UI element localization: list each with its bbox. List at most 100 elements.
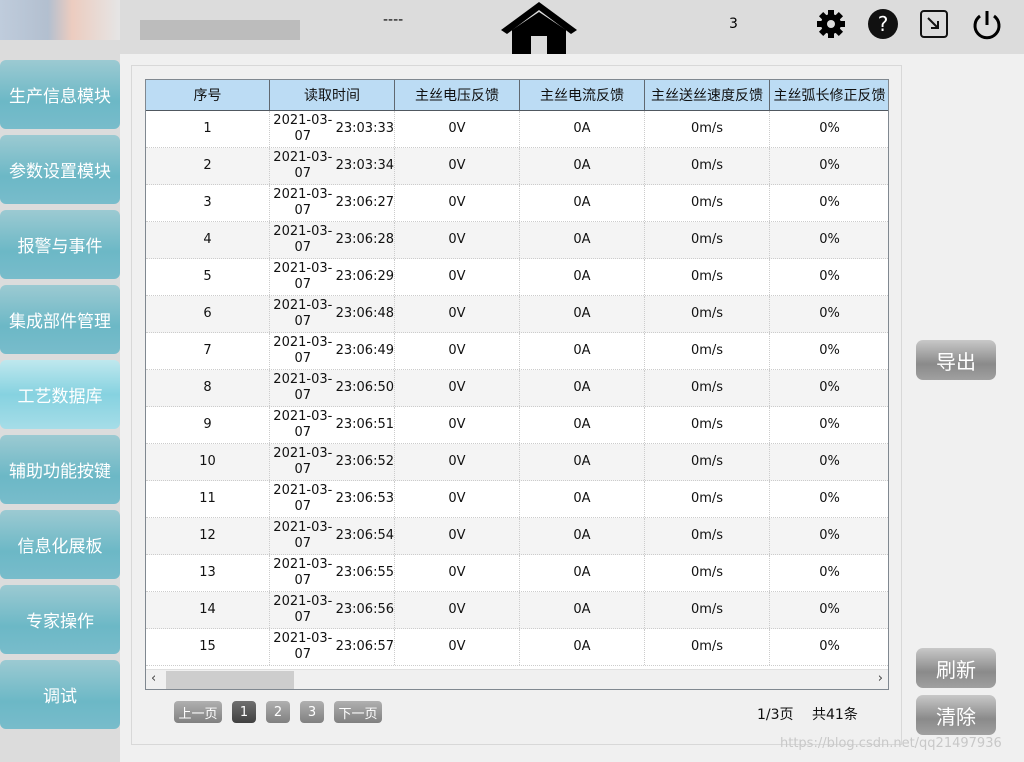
table-row[interactable]: 3 2021-03-07 23:06:27 0V 0A 0m/s 0% xyxy=(146,185,888,222)
logo xyxy=(0,0,120,40)
page-3-button[interactable]: 3 xyxy=(300,701,324,723)
read-time: 2021-03-07 23:06:48 xyxy=(270,296,395,332)
read-time-part: 2021-03-07 xyxy=(273,335,333,366)
sidebar-item-auxiliary-keys[interactable]: 辅助功能按键 xyxy=(0,435,120,504)
column-header[interactable]: 主丝电流反馈 xyxy=(520,80,645,110)
current-cell: 0A xyxy=(520,148,645,184)
total-count: 共41条 xyxy=(812,707,858,723)
table-row[interactable]: 9 2021-03-07 23:06:51 0V 0A 0m/s 0% xyxy=(146,407,888,444)
wire-speed-cell: 0m/s xyxy=(645,629,770,665)
page-info: 1/3页 xyxy=(757,707,794,723)
status-text: ---- xyxy=(383,12,404,28)
column-header[interactable]: 读取时间 xyxy=(270,80,395,110)
column-header[interactable]: 序号 xyxy=(146,80,270,110)
sidebar-item-production-info[interactable]: 生产信息模块 xyxy=(0,60,120,129)
table-header: 序号 读取时间 主丝电压反馈 主丝电流反馈 主丝送丝速度反馈 主丝弧长修正反馈 xyxy=(146,80,888,111)
scroll-right-icon[interactable]: › xyxy=(877,671,883,686)
arc-length-cell: 0% xyxy=(770,333,888,369)
current-cell: 0A xyxy=(520,111,645,147)
table-row[interactable]: 11 2021-03-07 23:06:53 0V 0A 0m/s 0% xyxy=(146,481,888,518)
voltage-cell: 0V xyxy=(395,370,520,406)
minimize-icon[interactable] xyxy=(918,8,950,40)
sidebar-item-expert-operation[interactable]: 专家操作 xyxy=(0,585,120,654)
wire-speed-cell: 0m/s xyxy=(645,481,770,517)
read-time: 2021-03-07 23:06:28 xyxy=(270,222,395,258)
wire-speed-cell: 0m/s xyxy=(645,518,770,554)
read-time-part: 23:06:57 xyxy=(335,639,394,654)
column-header[interactable]: 主丝电压反馈 xyxy=(395,80,520,110)
help-icon[interactable]: ? xyxy=(867,8,899,40)
arc-length-cell: 0% xyxy=(770,222,888,258)
top-bar: ---- 3 ? xyxy=(0,0,1024,54)
table-row[interactable]: 15 2021-03-07 23:06:57 0V 0A 0m/s 0% xyxy=(146,629,888,666)
table-row[interactable]: 10 2021-03-07 23:06:52 0V 0A 0m/s 0% xyxy=(146,444,888,481)
arc-length-cell: 0% xyxy=(770,444,888,480)
arc-length-cell: 0% xyxy=(770,185,888,221)
read-time-part: 23:06:54 xyxy=(335,528,394,543)
voltage-cell: 0V xyxy=(395,481,520,517)
table-row[interactable]: 6 2021-03-07 23:06:48 0V 0A 0m/s 0% xyxy=(146,296,888,333)
row-index: 11 xyxy=(146,481,270,517)
scroll-left-icon[interactable]: ‹ xyxy=(151,671,157,686)
export-button[interactable]: 导出 xyxy=(916,340,996,380)
prev-page-button[interactable]: 上一页 xyxy=(174,701,222,723)
watermark: https://blog.csdn.net/qq21497936 xyxy=(780,736,1002,751)
row-index: 2 xyxy=(146,148,270,184)
sidebar-item-component-management[interactable]: 集成部件管理 xyxy=(0,285,120,354)
table-row[interactable]: 2 2021-03-07 23:03:34 0V 0A 0m/s 0% xyxy=(146,148,888,185)
row-index: 7 xyxy=(146,333,270,369)
current-cell: 0A xyxy=(520,185,645,221)
read-time-part: 23:06:48 xyxy=(335,306,394,321)
power-icon[interactable] xyxy=(970,8,1004,42)
read-time-part: 23:06:29 xyxy=(335,269,394,284)
current-cell: 0A xyxy=(520,629,645,665)
wire-speed-cell: 0m/s xyxy=(645,259,770,295)
read-time: 2021-03-07 23:06:54 xyxy=(270,518,395,554)
sidebar-item-info-board[interactable]: 信息化展板 xyxy=(0,510,120,579)
gear-icon[interactable] xyxy=(815,8,847,40)
horizontal-scrollbar[interactable]: ‹ › xyxy=(146,669,888,689)
table-row[interactable]: 4 2021-03-07 23:06:28 0V 0A 0m/s 0% xyxy=(146,222,888,259)
row-index: 6 xyxy=(146,296,270,332)
sidebar-item-process-database[interactable]: 工艺数据库 xyxy=(0,360,120,429)
read-time-part: 23:03:33 xyxy=(335,121,394,136)
wire-speed-cell: 0m/s xyxy=(645,592,770,628)
page-2-button[interactable]: 2 xyxy=(266,701,290,723)
sidebar-item-alarms-events[interactable]: 报警与事件 xyxy=(0,210,120,279)
table-row[interactable]: 12 2021-03-07 23:06:54 0V 0A 0m/s 0% xyxy=(146,518,888,555)
next-page-button[interactable]: 下一页 xyxy=(334,701,382,723)
home-icon[interactable] xyxy=(499,0,579,54)
arc-length-cell: 0% xyxy=(770,592,888,628)
row-index: 14 xyxy=(146,592,270,628)
read-time: 2021-03-07 23:06:57 xyxy=(270,629,395,665)
table-row[interactable]: 1 2021-03-07 23:03:33 0V 0A 0m/s 0% xyxy=(146,111,888,148)
read-time: 2021-03-07 23:06:52 xyxy=(270,444,395,480)
row-index: 15 xyxy=(146,629,270,665)
row-index: 9 xyxy=(146,407,270,443)
arc-length-cell: 0% xyxy=(770,148,888,184)
sidebar-item-parameter-settings[interactable]: 参数设置模块 xyxy=(0,135,120,204)
table-row[interactable]: 8 2021-03-07 23:06:50 0V 0A 0m/s 0% xyxy=(146,370,888,407)
wire-speed-cell: 0m/s xyxy=(645,555,770,591)
read-time-part: 2021-03-07 xyxy=(273,557,333,588)
wire-speed-cell: 0m/s xyxy=(645,185,770,221)
sidebar-item-debug[interactable]: 调试 xyxy=(0,660,120,729)
voltage-cell: 0V xyxy=(395,296,520,332)
page-1-button[interactable]: 1 xyxy=(232,701,256,723)
wire-speed-cell: 0m/s xyxy=(645,148,770,184)
current-cell: 0A xyxy=(520,555,645,591)
column-header[interactable]: 主丝弧长修正反馈 xyxy=(770,80,888,110)
table-row[interactable]: 14 2021-03-07 23:06:56 0V 0A 0m/s 0% xyxy=(146,592,888,629)
refresh-button[interactable]: 刷新 xyxy=(916,648,996,688)
clear-button[interactable]: 清除 xyxy=(916,695,996,735)
wire-speed-cell: 0m/s xyxy=(645,407,770,443)
arc-length-cell: 0% xyxy=(770,370,888,406)
read-time-part: 23:06:27 xyxy=(335,195,394,210)
scrollbar-thumb[interactable] xyxy=(166,671,294,689)
table-row[interactable]: 13 2021-03-07 23:06:55 0V 0A 0m/s 0% xyxy=(146,555,888,592)
read-time-part: 2021-03-07 xyxy=(273,631,333,662)
column-header[interactable]: 主丝送丝速度反馈 xyxy=(645,80,770,110)
table-row[interactable]: 7 2021-03-07 23:06:49 0V 0A 0m/s 0% xyxy=(146,333,888,370)
table-row[interactable]: 5 2021-03-07 23:06:29 0V 0A 0m/s 0% xyxy=(146,259,888,296)
read-time: 2021-03-07 23:06:27 xyxy=(270,185,395,221)
